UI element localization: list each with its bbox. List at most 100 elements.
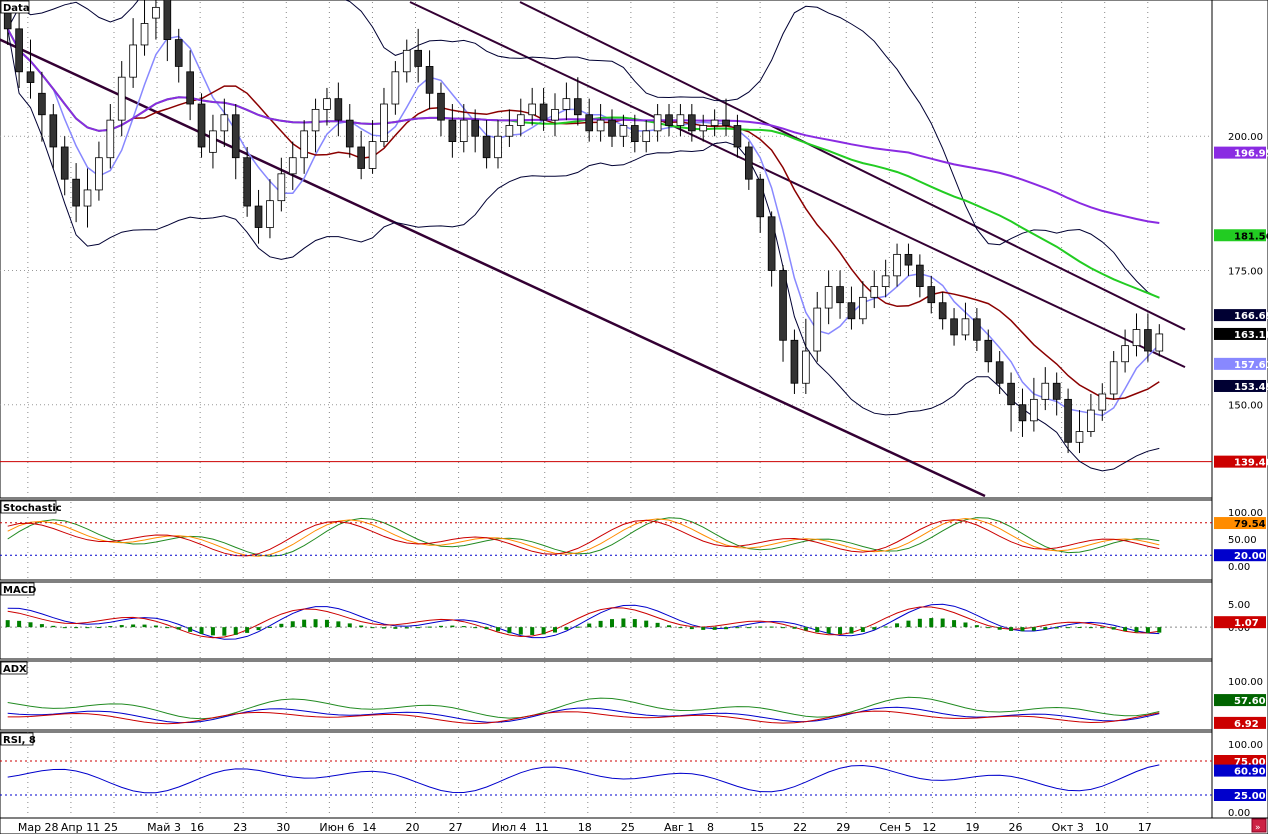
macd-panel[interactable] <box>0 581 1213 660</box>
date-tick-label: 11 <box>535 821 549 834</box>
candle-body <box>482 135 491 159</box>
macd-histogram-bar <box>1009 627 1014 631</box>
macd-histogram-bar <box>781 627 786 629</box>
candle <box>288 141 297 190</box>
macd-histogram-bar <box>917 618 922 628</box>
candle <box>870 270 879 309</box>
macd-histogram-bar <box>1077 627 1082 629</box>
candle <box>243 146 251 217</box>
macd-histogram-bar <box>17 620 22 628</box>
macd-histogram-bar <box>518 627 523 635</box>
macd-histogram-bar <box>883 626 888 628</box>
macd-histogram-bar <box>575 626 580 628</box>
macd-histogram-bar <box>701 627 706 630</box>
macd-histogram-bar <box>997 627 1002 630</box>
macd-histogram-bar <box>530 627 535 635</box>
candle <box>516 98 525 137</box>
macd-histogram-bar <box>929 618 934 628</box>
macd-histogram-bar <box>404 627 409 629</box>
candle <box>106 104 115 169</box>
macd-histogram-bar <box>1111 627 1116 630</box>
candle-body <box>243 157 251 207</box>
candle <box>1030 377 1038 432</box>
adx-panel[interactable] <box>0 660 1213 731</box>
candle <box>847 286 856 330</box>
macd-histogram-bar <box>176 627 181 630</box>
main-panel[interactable] <box>0 0 1213 499</box>
adx-badge-bg <box>1214 694 1266 707</box>
candle <box>745 141 753 190</box>
price-badge: 157.61 <box>1214 357 1268 371</box>
price-badge-bg <box>1214 327 1266 340</box>
macd-histogram-bar <box>484 627 489 630</box>
macd-histogram-bar <box>347 623 352 628</box>
moving-average-long <box>6 28 1160 224</box>
candle-body <box>72 178 80 207</box>
candle-body <box>95 157 103 191</box>
candle-body <box>619 125 628 137</box>
macd-histogram-bar <box>85 627 90 629</box>
macd-histogram-bar <box>1145 627 1150 633</box>
candle-body <box>323 98 331 110</box>
candle <box>562 82 571 121</box>
candle-body <box>471 119 480 137</box>
date-tick-label: Окт 3 <box>1052 821 1084 834</box>
macd-histogram-bar <box>438 625 443 628</box>
candle <box>1132 313 1141 357</box>
macd-histogram-bar <box>267 626 272 628</box>
adx-badge-label: 57.60 <box>1234 696 1266 707</box>
candle-body <box>220 114 229 132</box>
candle-body <box>197 103 206 148</box>
price-badge-label: 181.56 <box>1234 231 1268 242</box>
stoch-badge-bg <box>1214 549 1266 562</box>
candle-body <box>573 98 582 116</box>
macd-histogram-bar <box>119 625 124 628</box>
price-badge: 163.18 <box>1214 327 1268 341</box>
candle-body <box>802 350 810 384</box>
candle <box>995 351 1004 394</box>
price-badge: 196.95 <box>1214 146 1268 160</box>
candle-body <box>1087 409 1095 432</box>
candle <box>836 270 844 319</box>
candle <box>95 141 103 201</box>
stoch-panel-title: Stochastic <box>3 503 62 514</box>
moving-averages <box>6 0 1160 472</box>
macd-histogram-bar <box>336 621 341 628</box>
candle-body <box>722 119 730 126</box>
candle <box>790 329 799 394</box>
macd-histogram-bar <box>153 625 158 628</box>
rsi-badge: 60.90 <box>1214 764 1266 778</box>
price-badge: 139.40 <box>1214 455 1268 469</box>
candle-body <box>585 114 594 132</box>
adx-badge-bg <box>1214 716 1266 729</box>
candle <box>152 0 160 40</box>
stoch-badge: 79.54 <box>1214 517 1266 530</box>
candle-body <box>950 318 958 336</box>
macd-histogram-bar <box>142 624 147 628</box>
macd-histogram-bar <box>495 627 500 632</box>
candle <box>117 61 126 137</box>
price-badge-bg <box>1214 357 1266 370</box>
candle-body <box>277 173 286 202</box>
macd-histogram-bar <box>1157 627 1162 633</box>
price-axis: 200.00 175.00 150.00 196.95 181.56 166.69 163.… <box>1214 132 1268 819</box>
candle <box>973 308 981 352</box>
candle-body <box>630 125 639 143</box>
macd-histogram-bar <box>1066 627 1071 629</box>
candle <box>323 87 331 126</box>
candle-body <box>642 130 651 143</box>
macd-histogram-bar <box>359 625 364 628</box>
date-axis: Мар 28 Апр 11 25 Май 3 16 23 30 Июн 6 14 20 27 Июл … <box>18 821 1152 834</box>
macd-histogram-bar <box>245 627 250 633</box>
scroll-right-button[interactable]: » <box>1251 818 1267 833</box>
candle-body <box>368 141 377 169</box>
rsi-panel[interactable] <box>0 731 1213 819</box>
rsi-tick-label: 100.00 <box>1228 740 1263 751</box>
candle <box>642 120 651 153</box>
candle-body <box>870 286 879 298</box>
candle <box>60 136 69 196</box>
macd-histogram-bar <box>324 619 329 628</box>
macd-histogram-bar <box>370 627 375 629</box>
